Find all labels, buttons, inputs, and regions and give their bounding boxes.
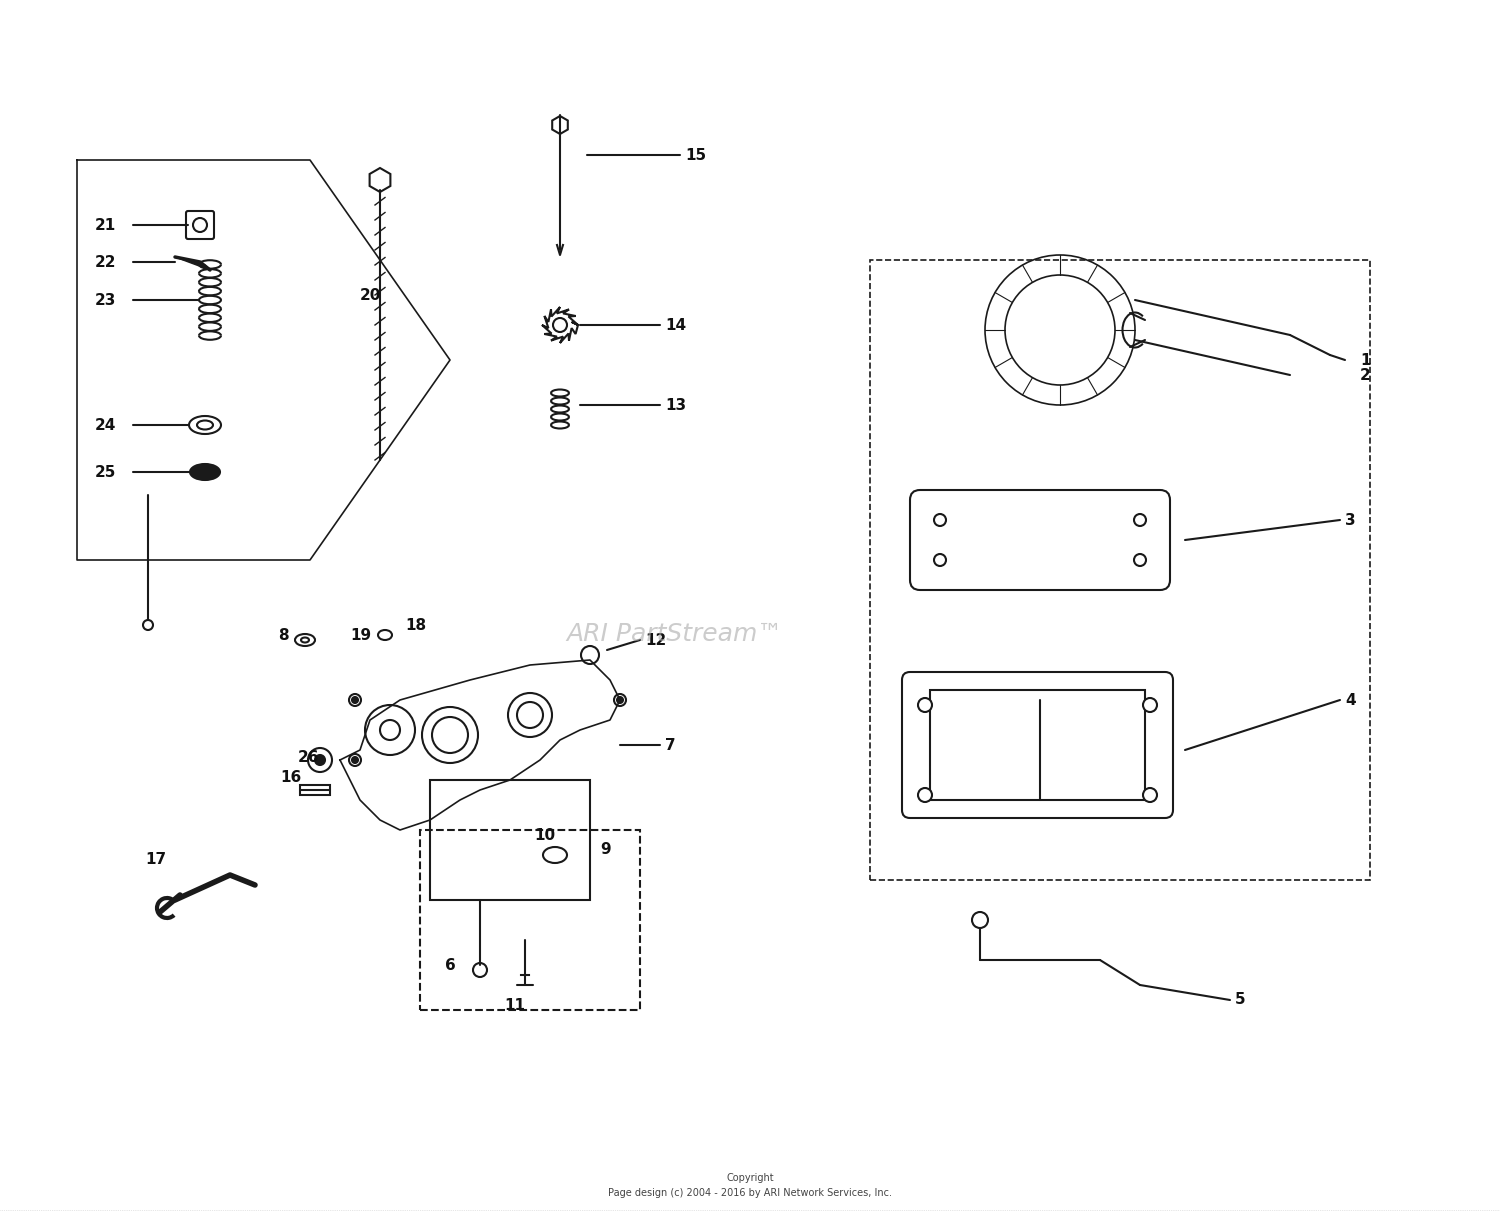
- Ellipse shape: [189, 416, 220, 434]
- Text: 14: 14: [664, 317, 686, 333]
- Text: 1: 1: [1360, 352, 1371, 367]
- Text: 7: 7: [664, 737, 675, 752]
- Circle shape: [934, 553, 946, 566]
- Ellipse shape: [196, 421, 213, 429]
- Text: 6: 6: [446, 957, 456, 973]
- Bar: [300, 785, 330, 795]
- FancyBboxPatch shape: [910, 490, 1170, 590]
- Circle shape: [934, 514, 946, 527]
- Circle shape: [1143, 698, 1156, 712]
- Bar: [430, 780, 590, 900]
- Text: 17: 17: [146, 852, 166, 868]
- Text: 16: 16: [280, 770, 302, 785]
- Circle shape: [554, 318, 567, 332]
- Text: 25: 25: [94, 464, 117, 479]
- Circle shape: [1143, 787, 1156, 802]
- Text: 11: 11: [504, 997, 525, 1013]
- Circle shape: [350, 694, 361, 706]
- FancyBboxPatch shape: [902, 672, 1173, 818]
- Text: 22: 22: [94, 255, 117, 269]
- Circle shape: [350, 755, 361, 766]
- Circle shape: [472, 963, 488, 976]
- Text: 23: 23: [94, 293, 117, 307]
- Circle shape: [918, 698, 932, 712]
- Text: 18: 18: [405, 618, 426, 633]
- Circle shape: [477, 817, 483, 823]
- Text: Page design (c) 2004 - 2016 by ARI Network Services, Inc.: Page design (c) 2004 - 2016 by ARI Netwo…: [608, 1189, 892, 1198]
- Circle shape: [1134, 514, 1146, 527]
- Text: 21: 21: [94, 217, 117, 233]
- Text: 24: 24: [94, 417, 117, 433]
- Text: 10: 10: [534, 828, 555, 842]
- Circle shape: [616, 697, 622, 703]
- Text: 4: 4: [1346, 692, 1356, 707]
- Text: 8: 8: [278, 628, 288, 642]
- Circle shape: [364, 705, 416, 755]
- Circle shape: [315, 755, 326, 766]
- Text: Copyright: Copyright: [726, 1173, 774, 1182]
- Circle shape: [352, 757, 358, 763]
- Text: 12: 12: [645, 633, 666, 647]
- Polygon shape: [176, 257, 210, 269]
- Circle shape: [474, 814, 486, 826]
- Circle shape: [918, 787, 932, 802]
- Text: 26: 26: [298, 751, 320, 766]
- Text: 20: 20: [360, 288, 381, 302]
- Bar: [420, 830, 640, 1011]
- Text: 19: 19: [350, 628, 370, 642]
- Text: 13: 13: [664, 397, 686, 412]
- Text: 3: 3: [1346, 512, 1356, 528]
- Text: 9: 9: [600, 842, 610, 857]
- Circle shape: [142, 620, 153, 630]
- Circle shape: [614, 694, 626, 706]
- Bar: [870, 260, 1370, 880]
- Text: ARI PartStream™: ARI PartStream™: [567, 622, 783, 646]
- Text: 5: 5: [1234, 992, 1245, 1007]
- Text: 2: 2: [1360, 367, 1371, 383]
- Text: 15: 15: [686, 147, 706, 162]
- Ellipse shape: [190, 464, 220, 480]
- Circle shape: [352, 697, 358, 703]
- Bar: [930, 690, 1144, 800]
- Circle shape: [1134, 553, 1146, 566]
